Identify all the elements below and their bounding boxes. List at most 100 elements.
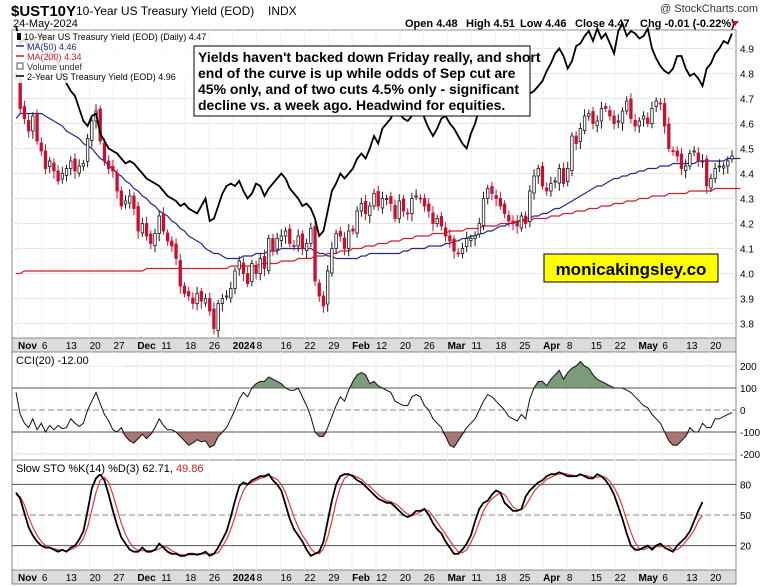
annotation-line-2: end of the curve is up while odds of Sep…: [198, 65, 516, 81]
candle: [380, 191, 385, 214]
candle: [338, 226, 342, 242]
candle-body: [69, 160, 73, 169]
candle: [140, 217, 145, 237]
candle-body: [570, 135, 574, 171]
candle-body: [641, 115, 646, 120]
candle-body: [170, 240, 174, 247]
candle: [612, 110, 616, 130]
candle-body: [578, 128, 583, 142]
candle-body: [77, 165, 81, 174]
candle-body: [726, 160, 730, 167]
candle: [165, 229, 170, 246]
candle-body: [557, 168, 561, 184]
sto-xtick-label: Apr: [543, 573, 560, 584]
candle-body: [410, 198, 414, 214]
chart-name: 10-Year US Treasury Yield (EOD): [76, 4, 254, 18]
candle-body: [684, 165, 688, 171]
sto-layer: [15, 471, 704, 557]
candle-body: [519, 215, 524, 229]
sto-xtick-label: 2024: [233, 573, 256, 584]
candle: [490, 181, 494, 201]
box-icon: [16, 62, 24, 70]
candle: [574, 131, 578, 151]
price-xtick-label: 22: [304, 341, 316, 352]
candle-body: [536, 168, 540, 177]
candle: [456, 248, 460, 258]
candle-body: [507, 215, 511, 222]
candle: [43, 144, 48, 175]
price-xtick-label: 8: [567, 341, 573, 352]
sto-xtick-label: 11: [161, 573, 172, 584]
candle-body: [662, 103, 667, 127]
price-xtick-label: 20: [710, 341, 722, 352]
chart-exchange: INDX: [268, 4, 297, 18]
candle-body: [326, 270, 330, 305]
candle-body: [658, 102, 663, 105]
candle-body: [220, 298, 225, 304]
two-year-overlay-layer: [15, 21, 733, 238]
candle: [616, 114, 620, 129]
candle: [439, 211, 444, 231]
candle-body: [730, 155, 734, 160]
candle-body: [132, 195, 136, 209]
candle: [620, 107, 625, 131]
candle-body: [494, 195, 498, 199]
candle-body: [452, 238, 456, 252]
candle: [220, 293, 225, 312]
candle: [536, 164, 540, 184]
candle: [300, 230, 305, 256]
price-xtick-label: 20: [90, 341, 102, 352]
candle: [245, 266, 250, 288]
candle-body: [675, 150, 679, 157]
candle: [561, 162, 566, 188]
candle: [60, 166, 64, 184]
candle-body: [334, 233, 338, 249]
candle: [532, 169, 536, 200]
sto-ytick-label: 20: [740, 542, 752, 553]
candle-icon: [17, 33, 21, 40]
candle: [85, 133, 90, 168]
ma50-layer: [15, 112, 741, 260]
candle: [401, 195, 406, 217]
chart-symbol: $UST10Y: [11, 3, 76, 20]
candle-body: [612, 115, 616, 124]
sto-ytick-label: 50: [740, 511, 752, 522]
price-ytick-label: 4.4: [740, 170, 754, 181]
price-xtick-label: 29: [328, 341, 340, 352]
svg-text:High 4.51: High 4.51: [466, 18, 515, 30]
annotation-line-4: decline vs. a week ago. Headwind for equ…: [198, 97, 505, 113]
candle-body: [574, 135, 578, 144]
candle: [730, 150, 734, 163]
candle-body: [199, 291, 203, 302]
candle-body: [465, 238, 469, 247]
candle: [26, 113, 31, 138]
candle-body: [279, 235, 283, 241]
candle: [279, 229, 283, 248]
candle-body: [637, 120, 641, 127]
candle-body: [427, 203, 431, 212]
chg-label: Chg: [640, 18, 661, 30]
candle-body: [582, 115, 587, 131]
candle: [675, 146, 679, 162]
candle-body: [149, 233, 153, 244]
candle: [326, 265, 330, 312]
candle-body: [262, 256, 267, 269]
candle: [515, 214, 519, 234]
candle: [384, 194, 389, 206]
candle-body: [43, 150, 48, 169]
candle-body: [473, 235, 477, 239]
price-xtick-label: 26: [209, 341, 221, 352]
close-value: 4.47: [608, 18, 629, 30]
candle-body: [616, 120, 620, 123]
sto-xaxis-strip: [11, 569, 737, 585]
sto-d-value: 49.86: [176, 463, 204, 475]
annotation-line-1: Yields haven't backed down Friday really…: [198, 49, 541, 65]
candle-body: [60, 173, 64, 180]
candle-body: [620, 110, 625, 124]
legend-item-ma50: MA(50) 4.46: [27, 42, 77, 52]
sto-xtick-label: 25: [519, 573, 531, 584]
sto-xtick-label: Dec: [137, 573, 156, 584]
candle-body: [363, 201, 368, 214]
candle: [511, 215, 515, 231]
sto-xtick-label: 18: [495, 573, 507, 584]
